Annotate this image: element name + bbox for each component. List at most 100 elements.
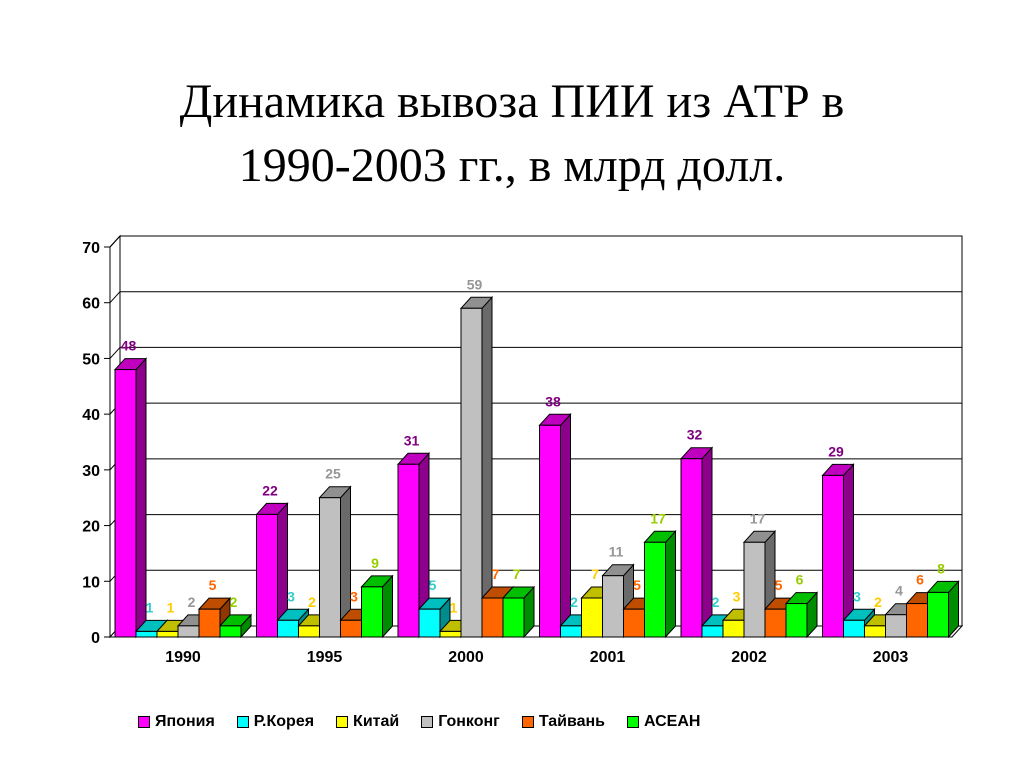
data-label: 38 (545, 393, 561, 409)
legend-item: Гонконг (421, 713, 500, 731)
data-label: 1 (146, 599, 154, 615)
bar-front (198, 608, 221, 638)
data-label: 1 (167, 599, 175, 615)
data-label: 2 (230, 594, 238, 610)
legend-swatch (421, 716, 434, 728)
bar-front (722, 619, 745, 638)
data-label: 3 (853, 588, 861, 604)
bar (679, 446, 714, 639)
data-label: 17 (650, 510, 666, 526)
data-label: 5 (209, 577, 217, 593)
bar-front (539, 424, 561, 638)
bar-front (927, 591, 949, 638)
bar-side (560, 412, 571, 639)
data-label: 22 (262, 482, 278, 498)
bar (396, 451, 431, 639)
bar-front (701, 625, 724, 638)
bar-front (156, 630, 179, 638)
data-label: 2 (308, 594, 316, 610)
bar-front (319, 497, 341, 638)
bar-side (481, 295, 493, 639)
bar-front (397, 463, 420, 638)
bar (417, 596, 452, 639)
bar-front (764, 608, 787, 638)
bar-front (785, 603, 808, 638)
bar-front (135, 630, 158, 638)
bar-front (560, 625, 582, 638)
bar (538, 412, 572, 639)
legend-swatch (138, 716, 150, 728)
legend-label: АСЕАН (643, 713, 701, 730)
y-tick-label: 50 (82, 351, 100, 368)
bar-front (481, 597, 504, 638)
data-label: 2 (874, 594, 882, 610)
data-label: 5 (633, 577, 641, 593)
legend-swatch (626, 716, 639, 728)
legend-item: Япония (138, 713, 215, 731)
bar-front (361, 586, 383, 638)
bar-front (680, 458, 703, 638)
data-label: 8 (937, 560, 945, 576)
x-tick-label: 2003 (873, 649, 909, 666)
data-label: 3 (287, 588, 295, 604)
y-tick-label: 10 (82, 574, 100, 591)
x-tick-label: 1995 (307, 649, 343, 666)
bar-front (602, 575, 624, 638)
data-label: 1 (450, 599, 458, 615)
bar-front (277, 619, 299, 638)
data-label: 5 (775, 577, 783, 593)
bar (218, 613, 253, 639)
legend-label: Китай (353, 713, 400, 730)
bar-front (177, 625, 200, 638)
data-label: 48 (121, 338, 137, 354)
bar (501, 585, 536, 639)
bar-front (340, 619, 362, 638)
data-label: 32 (687, 427, 703, 443)
data-label: 7 (513, 566, 521, 582)
legend-item: Р.Корея (236, 713, 315, 731)
bar-front (623, 608, 645, 638)
data-label: 7 (492, 566, 500, 582)
data-label: 6 (796, 572, 804, 588)
data-label: 9 (371, 555, 379, 571)
bar (643, 529, 677, 639)
legend-swatch (236, 716, 249, 728)
bar (360, 574, 394, 639)
y-tick-label: 0 (91, 630, 100, 647)
gridline-side (109, 347, 121, 359)
legend-label: Гонконг (438, 713, 500, 730)
bar-front (885, 614, 907, 638)
bar-front (502, 597, 525, 638)
y-tick-label: 30 (82, 463, 100, 480)
bar-front (743, 541, 766, 638)
bar-front (114, 369, 137, 638)
bar (821, 463, 855, 639)
bar (784, 591, 819, 639)
bar (276, 607, 310, 639)
bar-side (665, 529, 676, 639)
bar-front (460, 307, 483, 638)
y-tick-label: 20 (82, 519, 100, 536)
bar-front (581, 597, 603, 638)
data-label: 4 (895, 583, 903, 599)
bar-side (135, 357, 147, 639)
bar-front (418, 608, 441, 638)
bar-front (219, 625, 242, 638)
bar-front (906, 603, 928, 638)
legend-item: Китай (336, 713, 399, 731)
legend-label: Япония (155, 713, 215, 730)
x-tick-label: 2001 (590, 649, 626, 666)
data-label: 7 (591, 566, 599, 582)
data-label: 11 (609, 544, 624, 560)
data-label: 3 (350, 588, 358, 604)
legend-swatch (521, 716, 534, 728)
bar-front (864, 625, 886, 638)
legend-item: АСЕАН (626, 713, 701, 731)
bar-front (843, 619, 865, 638)
bar (459, 295, 494, 639)
page-title: Динамика вывоза ПИИ из АТР в 1990-2003 г… (0, 70, 1024, 198)
data-label: 5 (429, 577, 437, 593)
bar-front (439, 630, 462, 638)
legend-label: Р.Корея (253, 713, 315, 730)
